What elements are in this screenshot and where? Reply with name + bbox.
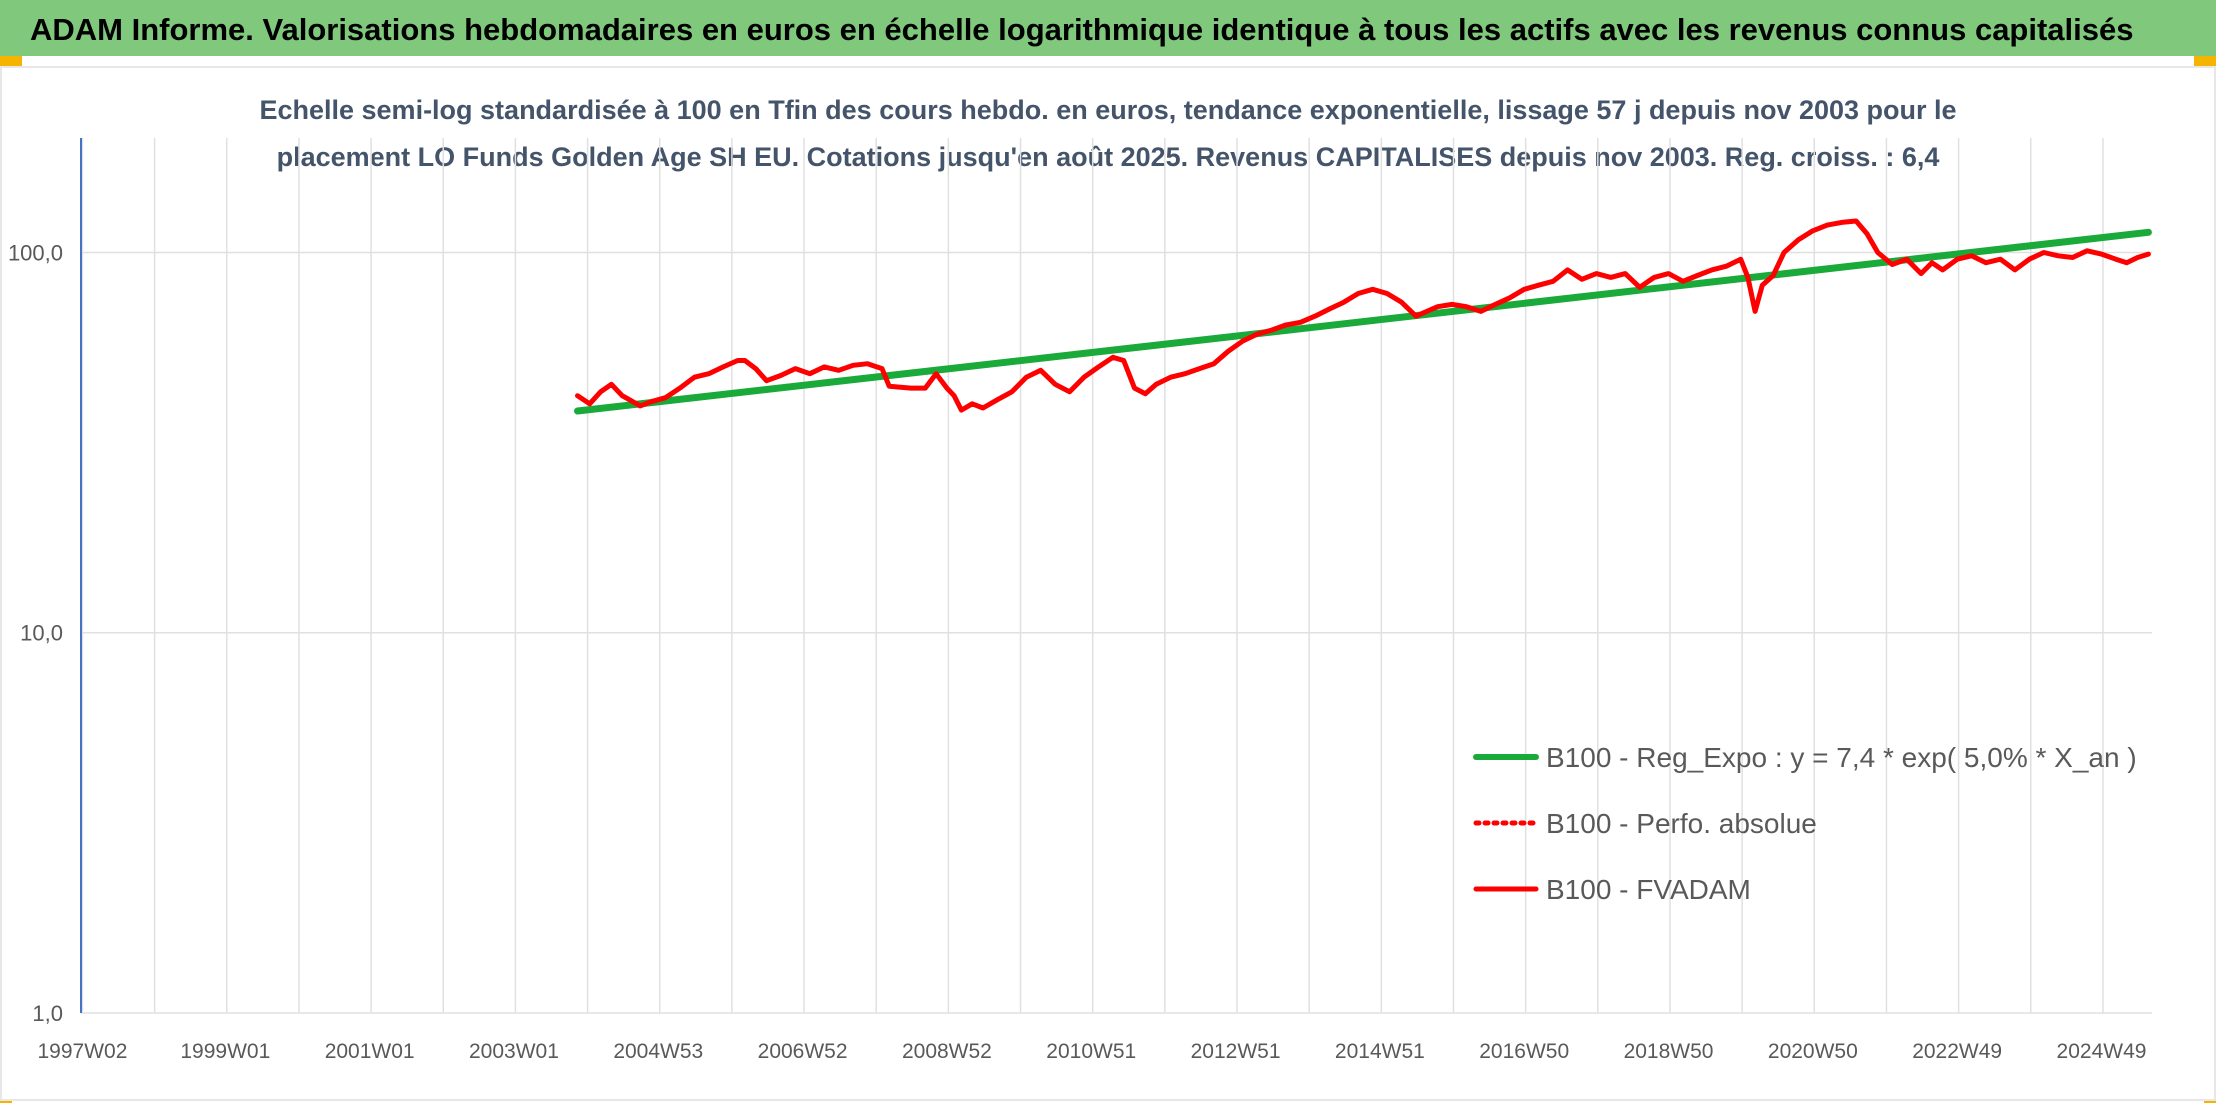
report-title-bar: ADAM Informe. Valorisations hebdomadaire… bbox=[0, 0, 2216, 56]
x-tick-label: 2014W51 bbox=[1335, 1040, 1425, 1063]
series-line-2 bbox=[575, 218, 2151, 413]
x-tick-label: 1997W02 bbox=[37, 1040, 127, 1063]
x-tick-label: 2001W01 bbox=[325, 1040, 415, 1063]
chart-area bbox=[0, 66, 2216, 1101]
legend-label-0: B100 - Reg_Expo : y = 7,4 * exp( 5,0% * … bbox=[1546, 742, 2137, 773]
x-tick-label: 2003W01 bbox=[469, 1040, 559, 1063]
y-tick-label: 10,0 bbox=[20, 621, 63, 646]
series-lines bbox=[574, 218, 2152, 415]
chart-subtitle-line1: Echelle semi-log standardisée à 100 en T… bbox=[259, 95, 1957, 125]
x-tick-label: 2022W49 bbox=[1912, 1040, 2002, 1063]
report-title: ADAM Informe. Valorisations hebdomadaire… bbox=[30, 12, 2134, 47]
gridlines bbox=[81, 138, 2152, 1014]
x-tick-label: 2010W51 bbox=[1046, 1040, 1136, 1063]
x-tick-label: 2008W52 bbox=[902, 1040, 992, 1063]
x-tick-label: 1999W01 bbox=[180, 1040, 270, 1063]
y-tick-label: 100,0 bbox=[8, 240, 63, 265]
chart-subtitle-line2: placement LO Funds Golden Age SH EU. Cot… bbox=[276, 142, 1940, 172]
corner-accent-right bbox=[2194, 56, 2216, 68]
legend: B100 - Reg_Expo : y = 7,4 * exp( 5,0% * … bbox=[1473, 742, 2137, 905]
axes: 1,0 10,0 100,0 1997W02 1999W01 2001W01 2003W01… bbox=[8, 138, 2147, 1063]
legend-label-1: B100 - Perfo. absolue bbox=[1546, 808, 1817, 839]
x-tick-label: 2020W50 bbox=[1768, 1040, 1858, 1063]
y-tick-label: 1,0 bbox=[32, 1001, 63, 1026]
x-tick-label: 2016W50 bbox=[1479, 1040, 1569, 1063]
series-line-0 bbox=[574, 228, 2152, 415]
x-tick-label: 2004W53 bbox=[613, 1040, 703, 1063]
x-tick-label: 2018W50 bbox=[1624, 1040, 1714, 1063]
x-tick-label: 2024W49 bbox=[2057, 1040, 2147, 1063]
x-tick-label: 2006W52 bbox=[758, 1040, 848, 1063]
legend-label-2: B100 - FVADAM bbox=[1546, 874, 1751, 905]
x-tick-label: 2012W51 bbox=[1191, 1040, 1281, 1063]
corner-accent-left bbox=[0, 56, 22, 68]
